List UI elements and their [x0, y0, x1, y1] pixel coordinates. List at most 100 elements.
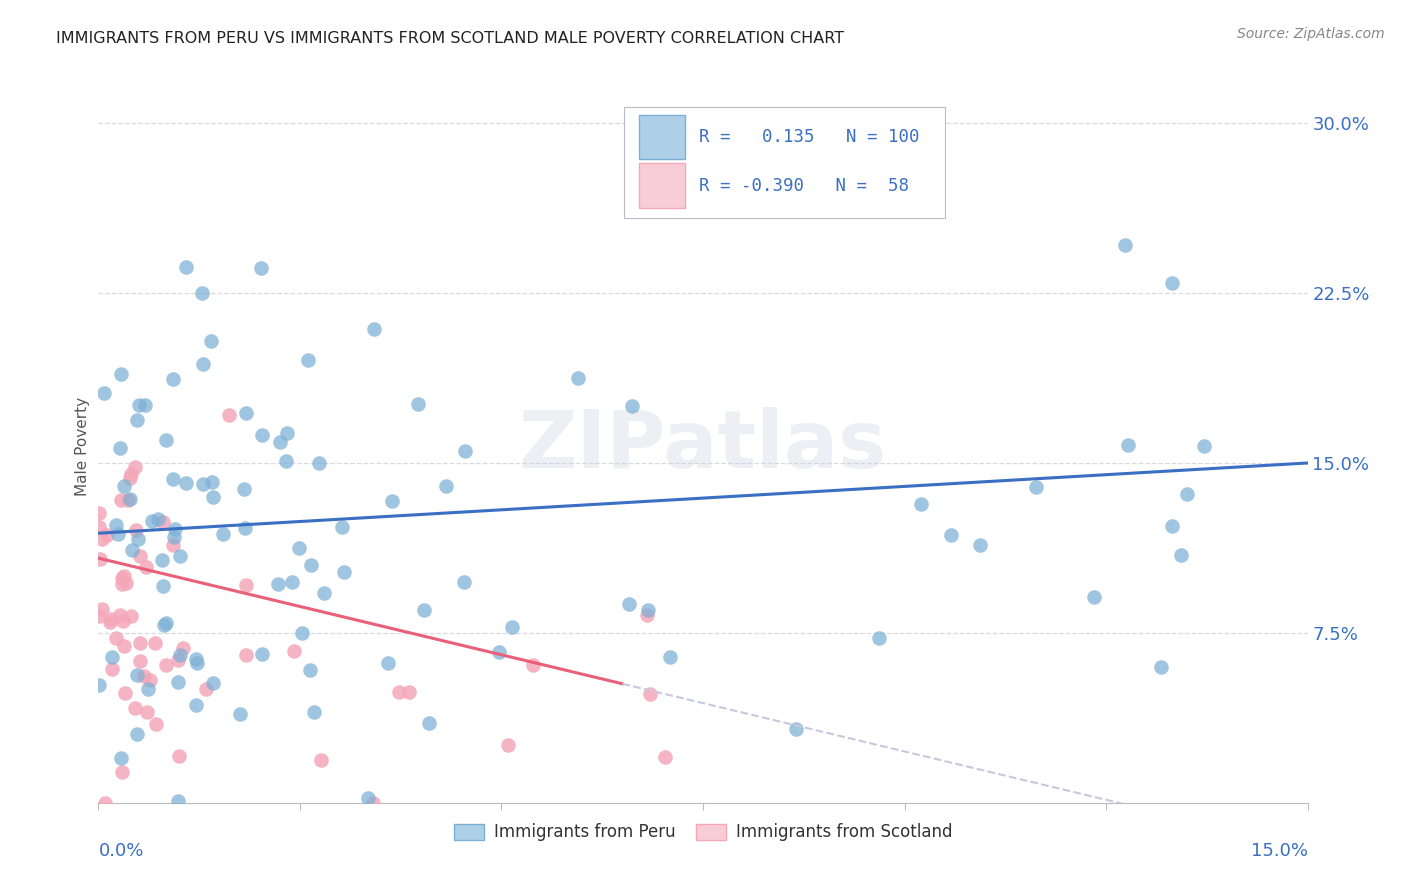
- Point: [1175, 486, 1198, 500]
- Point: [87, 608, 110, 623]
- Point: [155, 658, 177, 673]
- Point: [381, 494, 404, 508]
- Point: [124, 459, 146, 474]
- Point: [174, 475, 197, 490]
- Point: [125, 523, 148, 537]
- Point: [291, 626, 314, 640]
- Point: [98, 615, 121, 629]
- Point: [162, 472, 184, 486]
- Point: [141, 514, 163, 528]
- Point: [1161, 276, 1184, 290]
- Point: [128, 654, 150, 668]
- Point: [162, 372, 184, 386]
- Point: [117, 493, 139, 508]
- Point: [1025, 480, 1047, 494]
- Point: [163, 530, 186, 544]
- Point: [91, 602, 114, 616]
- Point: [398, 684, 420, 698]
- Point: [186, 657, 208, 671]
- Point: [111, 577, 134, 591]
- Point: [155, 434, 177, 448]
- Point: [233, 521, 256, 535]
- Point: [91, 532, 114, 546]
- Point: [96, 528, 118, 542]
- Point: [104, 518, 127, 533]
- Point: [134, 398, 156, 412]
- Point: [135, 560, 157, 574]
- Point: [166, 653, 188, 667]
- Point: [297, 353, 319, 368]
- Point: [235, 578, 257, 592]
- Point: [309, 753, 332, 767]
- Point: [266, 577, 288, 591]
- Point: [202, 676, 225, 690]
- Point: [111, 614, 134, 628]
- Point: [162, 538, 184, 552]
- Point: [174, 260, 197, 274]
- Point: [250, 428, 273, 442]
- Point: [1170, 548, 1192, 562]
- Point: [637, 603, 659, 617]
- Point: [124, 701, 146, 715]
- Point: [235, 648, 257, 663]
- Point: [250, 648, 273, 662]
- Point: [298, 663, 321, 677]
- Point: [453, 575, 475, 590]
- Point: [101, 662, 124, 676]
- Point: [110, 492, 132, 507]
- Point: [89, 520, 111, 534]
- FancyBboxPatch shape: [638, 163, 685, 208]
- Point: [1114, 238, 1136, 252]
- Point: [269, 434, 291, 449]
- Point: [184, 652, 207, 666]
- Point: [150, 553, 173, 567]
- Point: [89, 551, 111, 566]
- Point: [1083, 591, 1105, 605]
- Point: [211, 527, 233, 541]
- Point: [522, 657, 544, 672]
- Point: [454, 444, 477, 458]
- Point: [868, 632, 890, 646]
- Point: [969, 538, 991, 552]
- Point: [190, 285, 212, 300]
- Point: [114, 685, 136, 699]
- Text: 15.0%: 15.0%: [1250, 842, 1308, 860]
- Point: [125, 668, 148, 682]
- Point: [201, 475, 224, 489]
- Point: [155, 615, 177, 630]
- Text: R =   0.135   N = 100: R = 0.135 N = 100: [699, 128, 920, 146]
- Point: [304, 706, 326, 720]
- Point: [191, 357, 214, 371]
- Point: [136, 705, 159, 719]
- Point: [93, 385, 115, 400]
- Point: [166, 674, 188, 689]
- Point: [617, 597, 640, 611]
- Point: [87, 678, 110, 692]
- Point: [357, 791, 380, 805]
- Point: [115, 575, 138, 590]
- Point: [169, 648, 191, 663]
- Legend: Immigrants from Peru, Immigrants from Scotland: Immigrants from Peru, Immigrants from Sc…: [447, 817, 959, 848]
- Text: R = -0.390   N =  58: R = -0.390 N = 58: [699, 177, 910, 194]
- Point: [308, 456, 330, 470]
- Point: [434, 479, 457, 493]
- Point: [120, 608, 142, 623]
- FancyBboxPatch shape: [638, 115, 685, 159]
- Point: [501, 620, 523, 634]
- Point: [112, 569, 135, 583]
- Point: [408, 396, 430, 410]
- FancyBboxPatch shape: [624, 107, 945, 218]
- Point: [169, 549, 191, 564]
- Point: [567, 370, 589, 384]
- Point: [363, 796, 385, 810]
- Point: [288, 541, 311, 555]
- Point: [167, 794, 190, 808]
- Point: [129, 549, 152, 563]
- Point: [118, 471, 141, 485]
- Point: [941, 528, 963, 542]
- Point: [620, 399, 643, 413]
- Point: [785, 722, 807, 736]
- Point: [136, 682, 159, 697]
- Point: [152, 516, 174, 530]
- Point: [104, 631, 127, 645]
